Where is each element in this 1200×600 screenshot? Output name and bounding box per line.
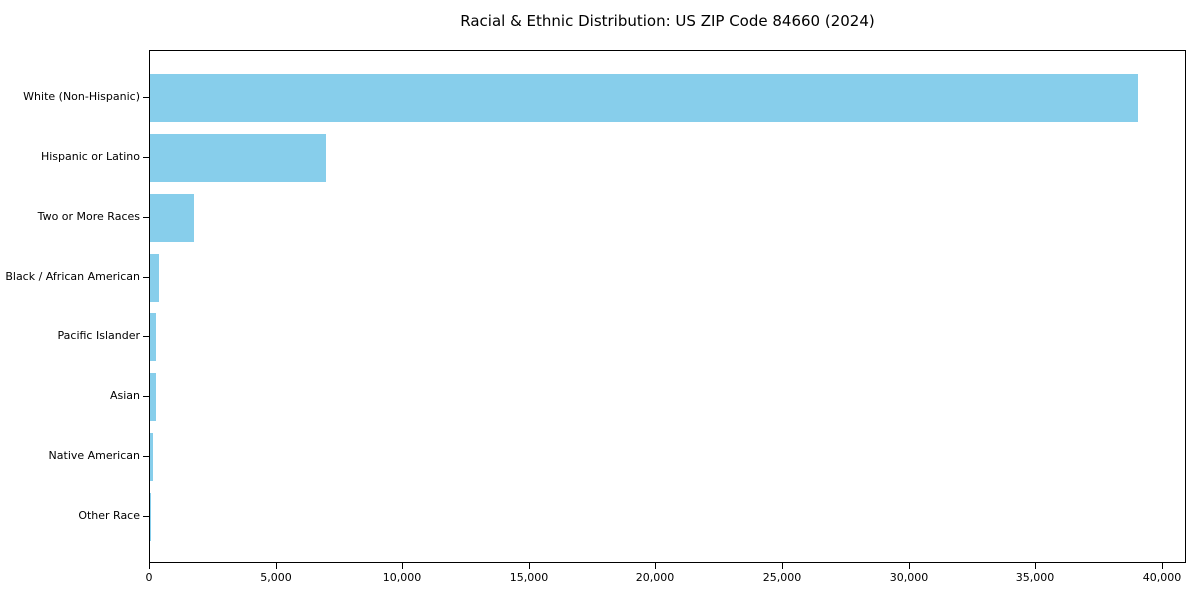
bar-asian xyxy=(150,373,156,422)
x-tick xyxy=(529,563,530,569)
y-tick-label-native-american: Native American xyxy=(48,449,140,462)
x-tick-label-0: 0 xyxy=(145,571,153,584)
x-tick xyxy=(1035,563,1036,569)
x-tick-label-25-000: 25,000 xyxy=(762,571,802,584)
y-tick xyxy=(143,157,149,158)
y-tick-label-black-african-american: Black / African American xyxy=(5,270,140,283)
x-tick-label-35-000: 35,000 xyxy=(1015,571,1055,584)
y-tick-label-white-non-hispanic: White (Non-Hispanic) xyxy=(23,90,140,103)
y-tick xyxy=(143,97,149,98)
x-tick-label-10-000: 10,000 xyxy=(382,571,422,584)
bar-pacific-islander xyxy=(150,313,157,362)
bar-hispanic-or-latino xyxy=(150,134,326,183)
y-tick xyxy=(143,336,149,337)
x-tick-label-15-000: 15,000 xyxy=(509,571,549,584)
y-tick xyxy=(143,217,149,218)
x-tick-label-20-000: 20,000 xyxy=(635,571,675,584)
chart-title: Racial & Ethnic Distribution: US ZIP Cod… xyxy=(460,12,875,30)
y-tick-label-asian: Asian xyxy=(109,389,140,402)
y-tick-label-hispanic-or-latino: Hispanic or Latino xyxy=(40,150,140,163)
y-tick xyxy=(143,277,149,278)
bar-native-american xyxy=(150,432,153,481)
x-tick xyxy=(782,563,783,569)
x-tick-label-30-000: 30,000 xyxy=(889,571,929,584)
y-tick xyxy=(143,456,149,457)
y-tick xyxy=(143,396,149,397)
x-tick xyxy=(1162,563,1163,569)
x-tick-label-40-000: 40,000 xyxy=(1142,571,1182,584)
plot-area xyxy=(149,50,1186,563)
bar-two-or-more-races xyxy=(150,193,195,242)
y-tick-label-other-race: Other Race xyxy=(78,509,140,522)
x-tick xyxy=(149,563,150,569)
y-tick-label-pacific-islander: Pacific Islander xyxy=(57,329,140,342)
x-tick xyxy=(655,563,656,569)
y-tick-label-two-or-more-races: Two or More Races xyxy=(37,210,140,223)
bar-white-non-hispanic xyxy=(150,74,1138,123)
bar-black-african-american xyxy=(150,253,159,302)
x-tick-label-5-000: 5,000 xyxy=(260,571,292,584)
x-tick xyxy=(276,563,277,569)
x-tick xyxy=(909,563,910,569)
x-tick xyxy=(402,563,403,569)
y-tick xyxy=(143,516,149,517)
